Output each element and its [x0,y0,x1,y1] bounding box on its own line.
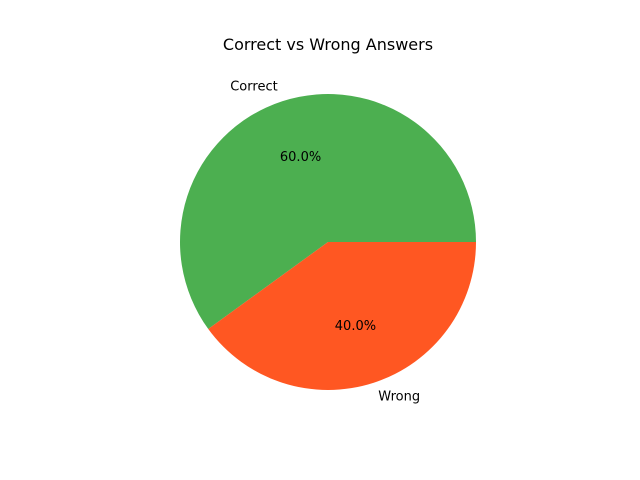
pie-labels: Correct 60.0% Wrong 40.0% [230,80,420,405]
slice-percent-correct: 60.0% [280,150,321,165]
slice-label-correct: Correct [230,80,277,95]
pie-slice-wrong [208,242,476,390]
chart-title: Correct vs Wrong Answers [223,35,433,54]
pie-slice-correct [180,94,477,329]
pie-slices [180,94,477,390]
slice-label-wrong: Wrong [378,389,420,404]
slice-percent-wrong: 40.0% [335,319,376,334]
